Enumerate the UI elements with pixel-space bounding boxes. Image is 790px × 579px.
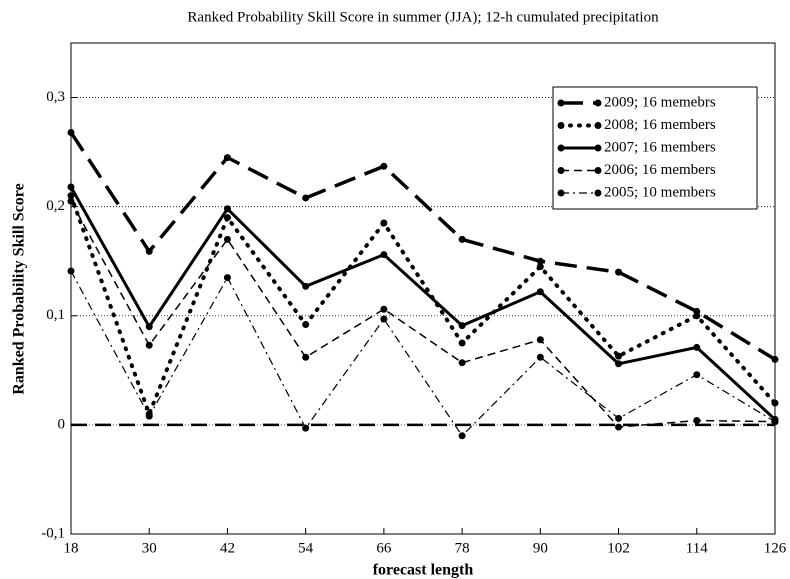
data-point <box>380 305 388 313</box>
data-point <box>223 214 231 222</box>
data-point <box>302 353 310 361</box>
data-point <box>145 247 153 255</box>
y-tick-label: -0,1 <box>41 525 65 541</box>
data-point <box>458 432 466 440</box>
data-point <box>302 321 310 329</box>
series-line <box>69 193 777 420</box>
data-point <box>693 312 701 320</box>
legend-label: 2007; 16 members <box>604 139 716 155</box>
x-tick-label: 126 <box>764 540 787 556</box>
x-axis-label: forecast length <box>373 562 474 579</box>
x-tick-label: 114 <box>686 540 708 556</box>
legend-marker <box>557 189 565 197</box>
legend-marker <box>594 189 602 197</box>
data-point <box>693 343 701 351</box>
data-point <box>223 154 231 162</box>
data-point <box>302 424 310 432</box>
data-point <box>615 414 623 422</box>
legend-label: 2006; 16 members <box>604 162 716 178</box>
y-tick-label: 0,3 <box>46 89 65 105</box>
legend-marker <box>594 144 602 152</box>
data-point <box>223 205 231 213</box>
data-point <box>615 352 623 360</box>
x-tick-label: 54 <box>298 540 314 556</box>
data-point <box>536 263 544 271</box>
data-point <box>380 315 388 323</box>
legend-label: 2009; 16 memebrs <box>604 94 716 110</box>
legend-marker <box>557 167 565 174</box>
series-line <box>69 131 776 361</box>
legend-label: 2005; 10 members <box>604 184 716 200</box>
data-point <box>615 268 623 276</box>
data-point <box>693 417 701 425</box>
data-point <box>380 219 388 227</box>
data-point <box>536 257 544 265</box>
y-axis-label: Ranked Probability Skill Score <box>11 183 28 394</box>
data-point <box>380 162 388 170</box>
data-point <box>145 323 153 331</box>
data-point <box>536 353 544 361</box>
legend-marker <box>557 99 565 107</box>
data-point <box>458 359 466 367</box>
data-point <box>302 282 310 290</box>
data-point <box>615 423 623 431</box>
legend-marker <box>557 122 565 129</box>
legend-marker <box>557 144 565 152</box>
data-point <box>145 412 153 420</box>
data-point <box>458 322 466 330</box>
data-point <box>223 235 231 243</box>
legend-label: 2008; 16 members <box>604 117 716 133</box>
data-point <box>223 274 231 282</box>
data-point <box>536 288 544 296</box>
y-tick-label: 0,1 <box>46 307 65 323</box>
x-tick-label: 66 <box>376 540 392 556</box>
series-line <box>70 200 776 428</box>
x-tick-label: 42 <box>220 540 235 556</box>
chart-title: Ranked Probability Skill Score in summer… <box>187 9 659 25</box>
data-point <box>302 194 310 202</box>
data-point <box>380 251 388 259</box>
x-tick-label: 18 <box>64 540 79 556</box>
x-tick-label: 102 <box>607 540 630 556</box>
data-point <box>615 360 623 368</box>
data-point <box>145 341 153 349</box>
data-point <box>693 371 701 379</box>
y-tick-label: 0,2 <box>46 198 65 214</box>
x-tick-label: 78 <box>455 540 470 556</box>
series-line <box>69 186 777 421</box>
legend-marker <box>594 99 602 107</box>
legend-marker <box>594 167 602 174</box>
plot-frame <box>70 42 776 535</box>
data-point <box>536 336 544 344</box>
x-tick-label: 30 <box>142 540 157 556</box>
y-tick-label: 0 <box>58 416 66 432</box>
data-point <box>458 339 466 347</box>
legend-marker <box>594 122 602 129</box>
data-point <box>458 235 466 243</box>
x-tick-label: 90 <box>533 540 548 556</box>
